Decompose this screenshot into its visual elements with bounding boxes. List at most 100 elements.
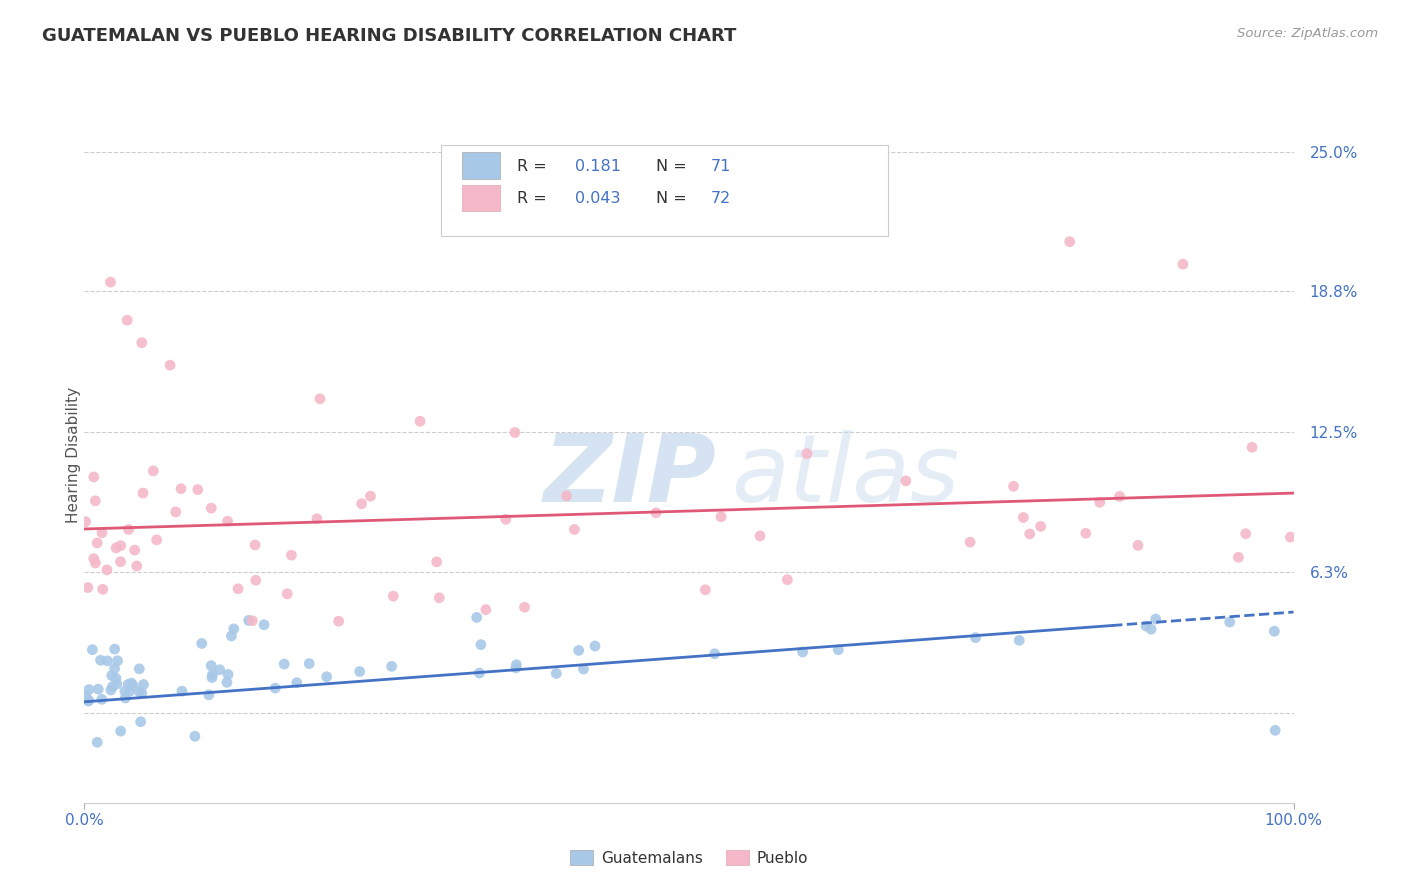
- Point: [965, 631, 987, 645]
- Point: [145, 533, 167, 547]
- Point: [382, 589, 405, 603]
- Point: [128, 685, 150, 699]
- Point: [470, 638, 492, 652]
- Point: [84, 493, 107, 508]
- Point: [86, 735, 108, 749]
- Text: atlas: atlas: [731, 430, 959, 521]
- Point: [122, 679, 145, 693]
- Point: [1012, 510, 1035, 524]
- Point: [1008, 633, 1031, 648]
- Point: [105, 677, 128, 691]
- Point: [568, 643, 591, 657]
- Point: [475, 602, 498, 616]
- Point: [505, 661, 527, 675]
- Point: [328, 614, 350, 628]
- Legend: Guatemalans, Pueblo: Guatemalans, Pueblo: [564, 844, 814, 871]
- Point: [1234, 526, 1257, 541]
- Point: [114, 690, 136, 705]
- Point: [187, 483, 209, 497]
- Point: [198, 688, 221, 702]
- Point: [184, 729, 207, 743]
- Point: [201, 671, 224, 685]
- Point: [749, 529, 772, 543]
- Point: [128, 662, 150, 676]
- Point: [170, 482, 193, 496]
- Point: [110, 555, 132, 569]
- Point: [240, 614, 263, 628]
- Point: [818, 167, 841, 181]
- Text: 72: 72: [710, 192, 731, 206]
- Point: [200, 658, 222, 673]
- Point: [349, 665, 371, 679]
- Point: [107, 654, 129, 668]
- Point: [101, 680, 124, 694]
- Point: [503, 425, 526, 440]
- Point: [90, 653, 112, 667]
- Point: [1029, 519, 1052, 533]
- Text: N =: N =: [657, 159, 692, 174]
- Text: 0.043: 0.043: [575, 192, 621, 206]
- Point: [315, 670, 337, 684]
- Point: [264, 681, 287, 695]
- Point: [572, 662, 595, 676]
- Point: [77, 694, 100, 708]
- Text: ZIP: ZIP: [544, 430, 717, 522]
- Point: [468, 666, 491, 681]
- Point: [118, 684, 141, 698]
- Point: [1126, 538, 1149, 552]
- Point: [110, 724, 132, 739]
- Point: [170, 684, 193, 698]
- Point: [132, 677, 155, 691]
- Point: [1263, 624, 1285, 639]
- Point: [132, 486, 155, 500]
- Point: [796, 447, 818, 461]
- Point: [129, 714, 152, 729]
- Point: [100, 275, 122, 289]
- Point: [215, 675, 238, 690]
- Point: [217, 514, 239, 528]
- Point: [86, 536, 108, 550]
- Point: [710, 509, 733, 524]
- Point: [77, 682, 100, 697]
- Point: [221, 629, 243, 643]
- FancyBboxPatch shape: [441, 145, 889, 235]
- Text: R =: R =: [517, 159, 553, 174]
- Text: R =: R =: [517, 192, 553, 206]
- Point: [309, 392, 332, 406]
- Point: [359, 489, 381, 503]
- Point: [131, 686, 153, 700]
- Point: [131, 335, 153, 350]
- Point: [564, 523, 586, 537]
- Point: [426, 555, 449, 569]
- Point: [1219, 615, 1241, 629]
- Point: [105, 671, 128, 685]
- Point: [381, 659, 404, 673]
- Point: [645, 506, 668, 520]
- Point: [191, 636, 214, 650]
- Point: [253, 617, 276, 632]
- Point: [96, 654, 118, 668]
- Point: [1059, 235, 1081, 249]
- Point: [776, 573, 799, 587]
- Point: [276, 587, 298, 601]
- Point: [200, 501, 222, 516]
- Point: [350, 497, 373, 511]
- Point: [245, 573, 267, 587]
- Point: [280, 548, 302, 562]
- FancyBboxPatch shape: [461, 185, 501, 211]
- Point: [1264, 723, 1286, 738]
- Point: [201, 668, 224, 682]
- Point: [110, 539, 132, 553]
- Point: [115, 313, 138, 327]
- Point: [104, 642, 127, 657]
- Point: [238, 614, 260, 628]
- Point: [827, 642, 849, 657]
- Point: [91, 582, 114, 597]
- Point: [1135, 619, 1157, 633]
- Point: [100, 683, 122, 698]
- Point: [894, 474, 917, 488]
- Point: [1279, 530, 1302, 544]
- Point: [555, 489, 578, 503]
- Point: [1018, 527, 1040, 541]
- Point: [409, 414, 432, 428]
